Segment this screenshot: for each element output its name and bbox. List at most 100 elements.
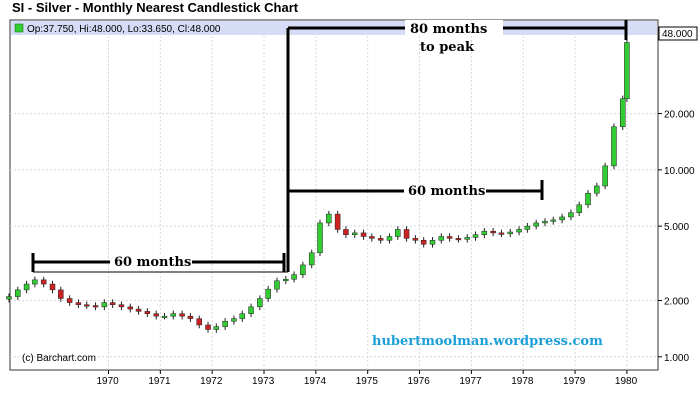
candle <box>239 310 245 322</box>
candle <box>559 213 565 224</box>
x-tick-label: 1974 <box>304 376 327 387</box>
x-tick-label: 1973 <box>252 376 275 387</box>
candle-body <box>40 279 47 285</box>
candle-body <box>611 126 617 167</box>
candle-body <box>420 240 427 245</box>
x-tick-label: 1979 <box>563 376 586 387</box>
candle <box>83 301 90 309</box>
candle <box>377 235 384 244</box>
candle-body <box>257 298 263 308</box>
candle <box>144 308 151 318</box>
candle-body <box>585 192 591 206</box>
candle-body <box>23 283 30 291</box>
credit: (c) Barchart.com <box>22 353 96 364</box>
x-tick-label: 1980 <box>615 376 638 387</box>
candle <box>524 222 531 233</box>
candle-body <box>334 213 341 230</box>
candle <box>170 310 177 320</box>
candle-body <box>498 232 505 235</box>
candle <box>265 285 271 302</box>
candle-body <box>15 289 21 297</box>
candle <box>196 315 202 329</box>
y-tick-label: 10.000 <box>664 166 695 177</box>
candle-body <box>490 230 496 234</box>
candle <box>326 210 332 227</box>
candle <box>429 237 436 248</box>
candle-body <box>343 229 349 235</box>
x-tick-label: 1976 <box>408 376 431 387</box>
candle-body <box>248 306 254 314</box>
candle <box>585 190 591 209</box>
y-tick-label: 5.000 <box>664 222 689 233</box>
candle <box>231 315 237 325</box>
candle-body <box>170 313 177 317</box>
candle <box>75 299 82 309</box>
candle-body <box>101 302 108 308</box>
candle-body <box>624 42 630 100</box>
candle-body <box>231 318 237 322</box>
candle <box>222 318 228 330</box>
watermark: hubertmoolman.wordpress.com <box>372 334 603 349</box>
candle <box>498 229 505 238</box>
candle-body <box>92 305 99 308</box>
peak-label-bg <box>405 20 503 36</box>
candle <box>594 182 600 197</box>
candle <box>283 276 289 285</box>
candle <box>187 312 194 322</box>
candle <box>308 249 315 269</box>
candle-body <box>127 306 134 310</box>
y-tick-label: 2.000 <box>664 297 689 308</box>
candle-body <box>326 213 332 224</box>
candle <box>412 235 419 244</box>
candle-body <box>568 212 574 218</box>
candle-body <box>109 302 116 305</box>
candle-body <box>66 298 73 303</box>
candle-body <box>550 219 557 222</box>
candle <box>550 216 557 225</box>
x-tick-label: 1975 <box>356 376 379 387</box>
candle <box>611 123 617 170</box>
candle <box>369 233 375 242</box>
candle-body <box>438 236 445 241</box>
candle-body <box>300 264 306 275</box>
candle <box>360 229 367 240</box>
x-tick-label: 1971 <box>148 376 171 387</box>
candle-body <box>429 240 436 245</box>
candle <box>291 271 297 283</box>
y-ticks: 1.000 2.000 5.000 10.000 20.000 <box>658 110 695 364</box>
candle <box>420 237 427 248</box>
candle <box>455 235 462 243</box>
candle <box>109 299 116 309</box>
mid-label: 60 months <box>408 184 485 199</box>
candle-body <box>507 231 514 235</box>
candle-body <box>412 238 419 241</box>
candle-body <box>179 313 185 317</box>
x-tick-label: 1977 <box>459 376 482 387</box>
candle <box>32 276 38 288</box>
legend-swatch <box>14 23 24 33</box>
candle-body <box>196 318 202 326</box>
candle-body <box>559 216 565 221</box>
candle-body <box>32 279 38 285</box>
candle-body <box>403 229 410 239</box>
candles <box>6 39 630 333</box>
candle <box>118 301 125 311</box>
candle <box>248 303 254 318</box>
candle-body <box>308 252 315 266</box>
chart-title: SI - Silver - Monthly Nearest Candlestic… <box>12 0 299 15</box>
ohlc-legend: Op:37.750, Hi:48.000, Lo:33.650, Cl:48.0… <box>27 24 221 35</box>
candle-body <box>213 326 220 330</box>
left-label-bg <box>110 254 192 270</box>
candle-body <box>481 230 488 235</box>
candle-body <box>291 274 297 280</box>
candle <box>464 234 470 243</box>
candle-body <box>542 221 548 224</box>
candle-body <box>239 313 245 319</box>
candle-body <box>58 289 64 299</box>
candle <box>300 261 306 278</box>
candle-body <box>395 229 401 237</box>
candle-body <box>516 229 522 233</box>
candle-body <box>576 204 582 213</box>
candle <box>334 210 341 233</box>
candle-body <box>187 315 194 319</box>
